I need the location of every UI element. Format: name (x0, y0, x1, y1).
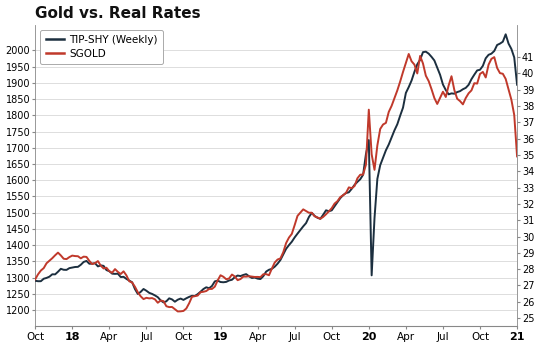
Legend: TIP-SHY (Weekly), SGOLD: TIP-SHY (Weekly), SGOLD (40, 30, 163, 64)
Text: Gold vs. Real Rates: Gold vs. Real Rates (35, 6, 201, 21)
